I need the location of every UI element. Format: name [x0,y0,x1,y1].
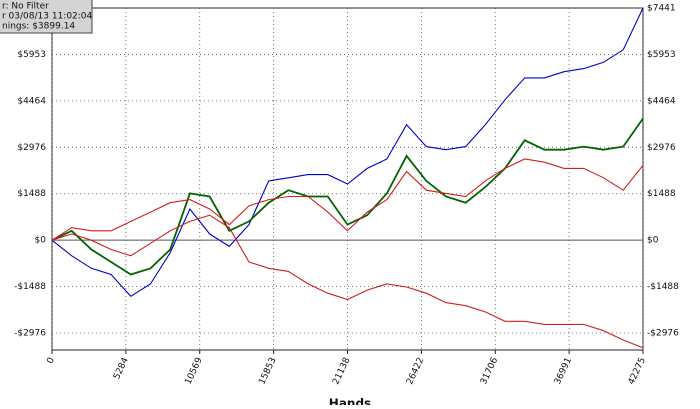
info-box [0,0,93,34]
x-tick-label: 26422 [405,356,426,386]
series-line [51,158,644,241]
series-line [51,7,644,298]
y-tick-label-right: $7441 [647,4,676,14]
y-tick-label-right: $1488 [647,189,676,199]
series-line [51,117,644,276]
series-line [51,214,644,349]
y-tick-label: $0 [35,236,47,246]
y-tick-label: -$1488 [14,282,46,292]
x-tick-label: 0 [45,356,57,366]
y-tick-label-right: $4464 [647,96,676,106]
y-tick-label-right: $0 [647,236,659,246]
x-axis-title: Hands [329,397,371,406]
y-tick-label: $4464 [17,96,46,106]
x-tick-label: 15853 [257,356,278,386]
y-tick-label-right: $2976 [647,143,676,153]
x-tick-label: 21138 [331,356,352,386]
x-tick-label: 5284 [112,356,131,381]
x-tick-label: 10569 [184,356,205,386]
x-tick-label: 31706 [479,356,500,386]
info-line: nings: $3899.14 [2,22,75,32]
plot-frame [51,7,644,351]
y-tick-label-right: -$1488 [647,282,679,292]
y-tick-label: -$2976 [14,329,46,339]
x-tick-label: 42275 [627,356,648,386]
y-tick-label-right: -$2976 [647,329,679,339]
y-tick-label: $2976 [17,143,46,153]
y-tick-label: $5953 [17,50,46,60]
y-tick-label: $1488 [17,189,46,199]
info-line: r: No Filter [2,2,49,12]
x-tick-label: 36991 [553,356,574,386]
info-line: r 03/08/13 11:02:04 [2,12,93,22]
y-tick-label-right: $5953 [647,50,676,60]
